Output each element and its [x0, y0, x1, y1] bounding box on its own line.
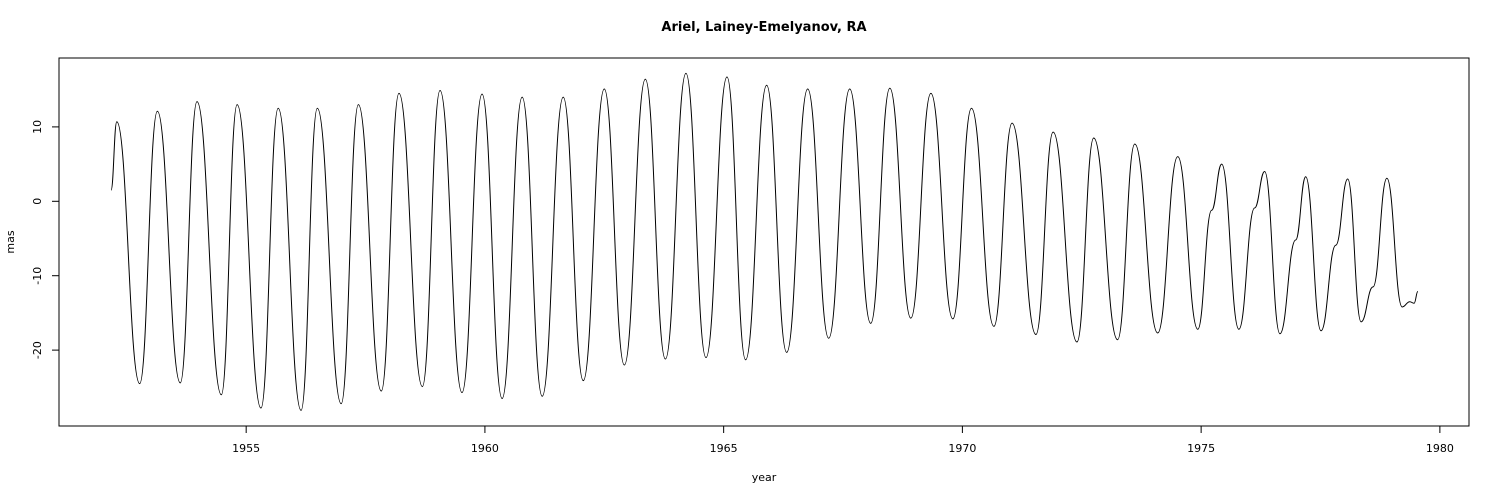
- x-tick-label: 1980: [1426, 442, 1454, 455]
- y-axis-label: mas: [4, 230, 17, 253]
- x-tick-label: 1975: [1187, 442, 1215, 455]
- x-tick-label: 1965: [710, 442, 738, 455]
- y-tick-label: 0: [31, 198, 44, 205]
- y-tick-label: -10: [31, 267, 44, 285]
- x-tick-label: 1960: [471, 442, 499, 455]
- x-tick-label: 1970: [948, 442, 976, 455]
- line-series: [110, 72, 1419, 411]
- x-tick-label: 1955: [232, 442, 260, 455]
- y-tick-label: -20: [31, 341, 44, 359]
- x-axis-label: year: [752, 471, 777, 484]
- chart-title: Ariel, Lainey-Emelyanov, RA: [661, 20, 866, 35]
- y-tick-label: 10: [31, 120, 44, 134]
